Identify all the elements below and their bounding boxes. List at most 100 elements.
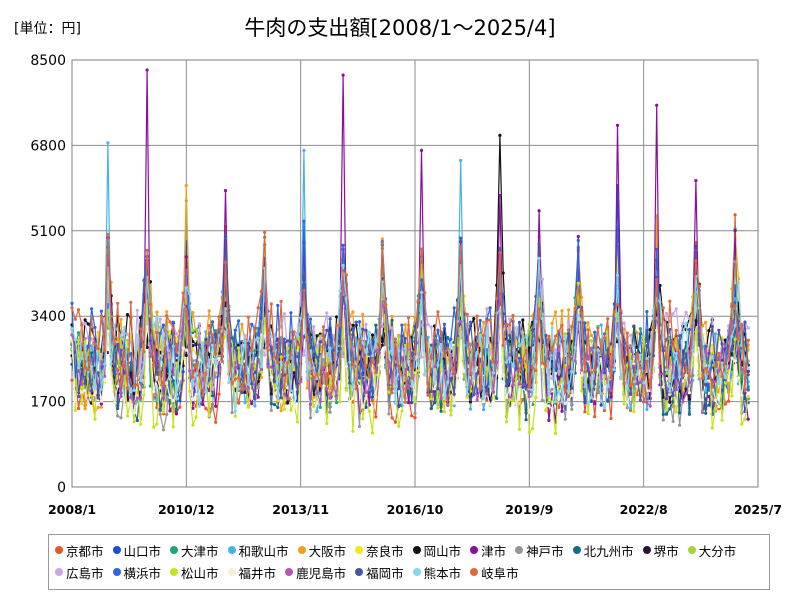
data-point [282,407,286,411]
data-point [266,348,270,352]
data-point [165,381,169,385]
data-point [171,379,175,383]
data-point [442,410,446,414]
data-point [96,347,100,351]
data-point [511,399,515,403]
data-point [501,343,505,348]
data-point [370,389,375,393]
data-point [259,365,264,369]
data-point [155,330,159,335]
data-point [638,327,643,331]
data-point [664,365,669,369]
data-point [197,343,201,347]
y-tick-label: 5100 [30,224,66,240]
data-point [194,362,198,366]
data-point [521,318,525,322]
data-point [325,421,329,426]
data-point [158,331,162,335]
data-point [508,398,512,402]
data-point [596,326,600,330]
data-point [132,411,136,415]
data-point [413,400,417,404]
data-point [645,359,649,363]
data-point [681,400,685,404]
data-point [723,402,727,406]
data-point [710,315,714,320]
data-point [446,346,450,351]
data-point [661,418,665,422]
data-point [429,356,433,360]
data-point [710,325,714,329]
data-point [674,387,678,392]
data-point [279,400,283,404]
data-point [308,337,313,341]
data-point [583,390,587,394]
data-point [171,425,175,429]
data-point [609,376,613,380]
data-point [612,368,616,372]
data-point [237,346,241,350]
data-point [338,289,342,293]
data-point [547,392,551,396]
data-point [419,278,424,282]
data-point [73,399,77,403]
data-point [687,397,692,401]
data-point [397,364,401,368]
data-point [668,299,672,303]
data-point [155,370,159,374]
data-point [419,247,424,251]
data-point [527,385,531,389]
data-point [583,321,587,325]
x-tick-label: 2022/8 [620,502,668,517]
data-point [736,281,741,285]
data-point [746,387,750,391]
data-point [684,373,688,377]
data-point [436,406,440,410]
data-point [580,295,584,299]
data-point [550,406,554,411]
data-point [648,386,652,390]
data-point [580,389,584,393]
data-point [178,399,182,403]
data-point [599,399,603,403]
data-point [733,323,737,327]
data-point [410,388,414,392]
data-point [90,351,94,355]
data-point [723,360,727,364]
legend-item: 松山市 [170,561,219,583]
data-point [664,412,669,416]
data-point [566,332,571,336]
data-point [201,378,205,382]
data-point [119,334,123,338]
data-point [586,412,590,416]
data-point [531,328,535,332]
data-point [720,375,724,379]
data-point [76,406,81,411]
data-point [158,317,162,321]
data-point [576,286,580,290]
data-point [485,307,489,311]
data-point [534,319,538,323]
data-point [674,307,678,311]
data-point [501,373,505,377]
data-point [181,370,185,374]
data-point [253,349,257,353]
legend-item: 大阪市 [297,539,346,561]
data-point [478,402,482,407]
legend-label: 山口市 [123,543,162,559]
data-point [194,415,198,419]
data-point [76,331,81,335]
data-point [397,404,401,408]
data-point [286,397,290,401]
data-point [694,319,698,323]
data-point [233,346,237,350]
data-point [299,346,303,350]
data-point [269,375,273,379]
data-point [615,123,620,127]
data-point [256,395,260,399]
data-point [527,346,531,350]
data-point [125,338,130,342]
data-point [276,399,280,403]
data-point [233,328,237,332]
data-point [125,332,130,336]
